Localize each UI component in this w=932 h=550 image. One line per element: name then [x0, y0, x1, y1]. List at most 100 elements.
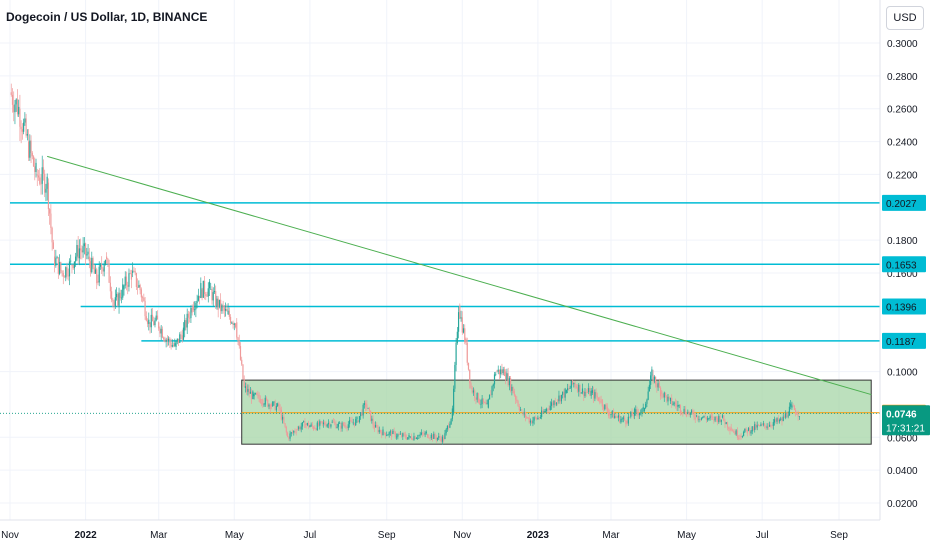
candle-body: [694, 417, 696, 420]
candle-body: [35, 162, 37, 172]
candle-body: [720, 419, 722, 422]
candle-body: [86, 254, 88, 256]
candle-body: [336, 426, 338, 429]
candle-body: [144, 300, 146, 317]
candle-body: [645, 403, 647, 409]
candle-body: [415, 438, 418, 439]
candle-body: [149, 322, 151, 328]
candle-body: [684, 408, 686, 415]
chart-title: Dogecoin / US Dollar, 1D, BINANCE: [6, 10, 208, 24]
candle-body: [127, 285, 129, 287]
candle-body: [40, 183, 42, 185]
candle-body: [312, 426, 315, 430]
candle-body: [203, 280, 206, 295]
candle-body: [150, 314, 152, 328]
candle-body: [527, 417, 529, 419]
candle-body: [655, 376, 657, 384]
candle-body: [246, 386, 248, 392]
time-tick-label: Nov: [1, 530, 19, 541]
trend-line[interactable]: [47, 155, 872, 396]
candle-body: [324, 422, 326, 425]
candle-body: [545, 408, 548, 412]
candle-body: [679, 405, 681, 413]
candle-body: [536, 417, 538, 420]
candle-body: [624, 417, 626, 421]
candle-body: [465, 338, 467, 344]
candle-body: [476, 393, 478, 400]
candle-body: [703, 415, 705, 418]
candle-body: [695, 415, 698, 417]
candle-body: [626, 420, 628, 424]
candle-body: [687, 412, 689, 413]
candle-body: [207, 288, 209, 297]
candle-body: [373, 425, 375, 430]
candle-body: [111, 291, 113, 300]
candle-body: [368, 407, 370, 411]
candle-body: [586, 392, 589, 393]
candle-body: [41, 167, 43, 184]
candle-body: [745, 428, 747, 430]
currency-button[interactable]: USD: [886, 6, 924, 30]
candle-body: [82, 246, 84, 253]
candle-body: [479, 399, 481, 404]
candle-body: [296, 429, 299, 430]
candle-body: [492, 384, 494, 387]
candle-body: [576, 387, 579, 392]
price-tick-label: 0.1800: [887, 236, 918, 247]
candle-body: [176, 338, 178, 342]
candle-body: [435, 437, 437, 440]
candle-body: [367, 407, 369, 409]
candle-body: [335, 422, 337, 429]
candle-body: [327, 422, 330, 425]
candle-body: [522, 412, 524, 415]
time-tick-label: May: [225, 530, 244, 541]
candle-body: [386, 434, 388, 436]
candle-body: [410, 436, 413, 440]
candle-body: [702, 417, 704, 419]
candle-body: [579, 384, 581, 394]
time-tick-label: Jul: [303, 530, 316, 541]
candle-body: [369, 410, 372, 421]
candle-body: [265, 397, 268, 400]
candle-body: [760, 424, 762, 426]
candle-body: [301, 422, 304, 427]
range-box[interactable]: [241, 379, 872, 445]
candle-body: [141, 297, 144, 299]
price-tick-label: 0.1600: [887, 269, 918, 280]
candle-body: [630, 411, 632, 417]
candle-body: [716, 418, 719, 422]
candle-body: [578, 384, 580, 392]
price-tick-label: 0.0600: [887, 433, 918, 444]
candle-body: [721, 415, 724, 418]
candle-body: [580, 392, 582, 394]
candle-body: [640, 412, 642, 414]
candle-body: [378, 429, 380, 433]
candle-body: [471, 388, 473, 393]
candle-body: [503, 369, 506, 377]
candle-body: [104, 259, 107, 265]
candle-body: [231, 322, 233, 324]
candle-body: [179, 334, 181, 343]
candle-body: [605, 404, 607, 407]
candle-body: [705, 417, 708, 420]
candle-body: [73, 261, 76, 269]
candle-body: [708, 418, 710, 420]
candle-body: [788, 406, 791, 416]
candle-body: [159, 328, 161, 334]
candle-body: [332, 421, 335, 423]
candle-body: [107, 259, 109, 264]
candle-body: [610, 414, 612, 416]
candle-body: [464, 328, 466, 343]
candle-body: [145, 316, 147, 321]
candle-body: [177, 338, 180, 343]
candle-body: [611, 410, 613, 415]
candle-body: [200, 283, 202, 299]
price-axis[interactable]: [880, 0, 932, 550]
candle-body: [397, 434, 399, 437]
candle-body: [400, 435, 403, 437]
candle-body: [469, 369, 471, 384]
time-tick-label: Mar: [602, 530, 620, 541]
candle-body: [329, 422, 331, 427]
candle-body: [662, 393, 664, 398]
